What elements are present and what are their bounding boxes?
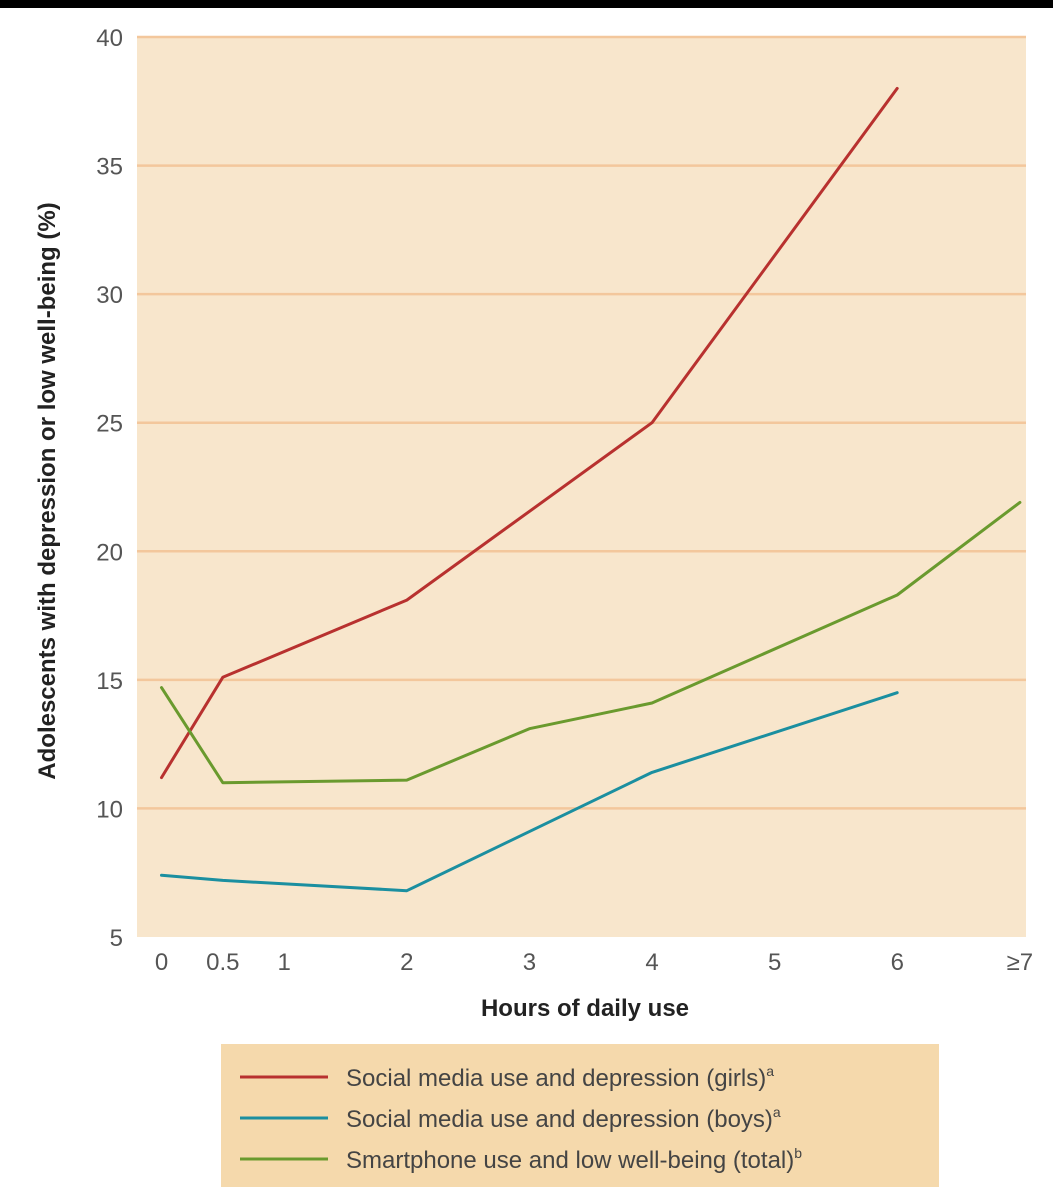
y-axis-ticks: 5 10 15 20 25 30 35 40 — [96, 25, 123, 952]
series-line-3 — [160, 500, 1022, 785]
y-tick-label: 20 — [96, 539, 123, 566]
x-tick-label: ≥7 — [1007, 949, 1034, 976]
x-tick-label: 2 — [400, 949, 413, 976]
plot-area — [137, 37, 1026, 937]
x-tick-label: 1 — [277, 949, 290, 976]
x-axis-ticks: 0 0.5 1 2 3 4 5 6 ≥7 — [155, 949, 1033, 976]
x-tick-label: 5 — [768, 949, 781, 976]
gridlines — [137, 35, 1026, 810]
x-tick-label: 0 — [155, 949, 168, 976]
x-axis-label: Hours of daily use — [481, 995, 689, 1022]
series-lines — [160, 86, 1022, 893]
legend-label-2: Social media use and depression (boys)a — [346, 1104, 781, 1133]
y-tick-label: 40 — [96, 25, 123, 52]
y-axis-label: Adolescents with depression or low well-… — [34, 202, 61, 779]
x-tick-label: 6 — [891, 949, 904, 976]
y-tick-label: 30 — [96, 282, 123, 309]
legend-label-3: Smartphone use and low well-being (total… — [346, 1145, 802, 1174]
y-tick-label: 15 — [96, 668, 123, 695]
legend-box — [221, 1044, 939, 1187]
y-tick-label: 5 — [110, 925, 123, 952]
series-line-2 — [160, 691, 899, 893]
x-tick-label: 3 — [523, 949, 536, 976]
top-border-bar — [0, 0, 1053, 8]
y-tick-label: 25 — [96, 411, 123, 438]
y-tick-label: 10 — [96, 796, 123, 823]
x-tick-label: 0.5 — [206, 949, 239, 976]
legend: Social media use and depression (girls)a… — [221, 1044, 939, 1187]
legend-label-1: Social media use and depression (girls)a — [346, 1063, 774, 1092]
y-tick-label: 35 — [96, 154, 123, 181]
series-line-1 — [160, 86, 899, 780]
x-tick-label: 4 — [645, 949, 658, 976]
